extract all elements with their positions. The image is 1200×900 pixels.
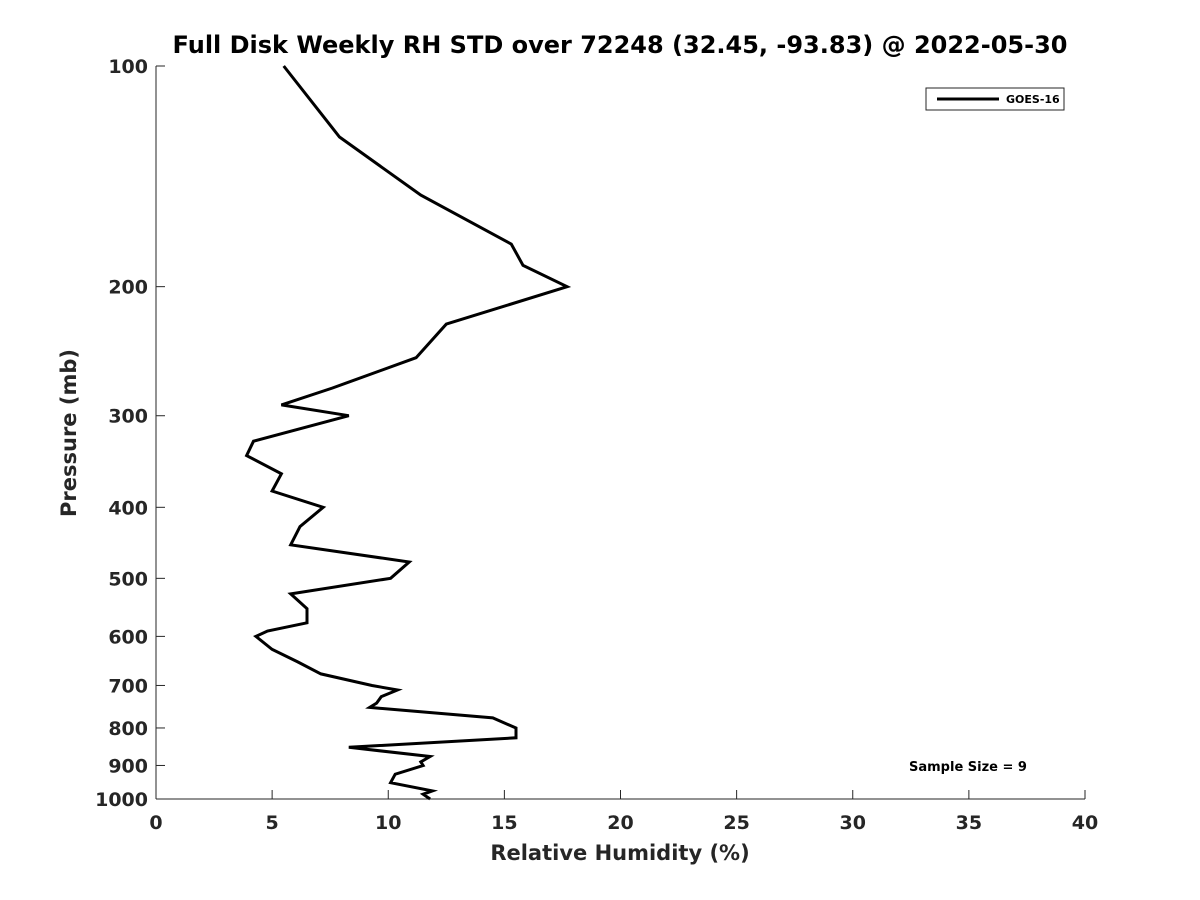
x-tick-label: 35 (956, 812, 982, 834)
legend-label-goes-16: GOES-16 (1006, 93, 1060, 106)
x-ticks: 0 5 10 15 20 25 30 35 40 (149, 790, 1098, 834)
y-tick-label: 300 (108, 406, 148, 428)
y-tick-label: 1000 (95, 789, 148, 811)
y-tick-label: 100 (108, 56, 148, 78)
series-line-goes-16 (244, 65, 572, 801)
x-tick-label: 30 (840, 812, 866, 834)
y-tick-label: 400 (108, 497, 148, 519)
y-tick-label: 200 (108, 277, 148, 299)
x-tick-label: 20 (607, 812, 633, 834)
y-tick-label: 800 (108, 718, 148, 740)
y-tick-label: 900 (108, 755, 148, 777)
x-tick-label: 0 (149, 812, 162, 834)
series-layer (244, 65, 572, 801)
x-axis-label: Relative Humidity (%) (490, 841, 749, 865)
axes (155, 66, 1085, 800)
y-ticks: 100 200 300 400 500 600 700 800 900 1000 (95, 56, 165, 811)
y-tick-label: 600 (108, 626, 148, 648)
x-tick-label: 15 (491, 812, 517, 834)
y-axis-label: Pressure (mb) (57, 349, 81, 517)
x-tick-label: 10 (375, 812, 401, 834)
x-tick-label: 25 (723, 812, 749, 834)
y-tick-label: 500 (108, 568, 148, 590)
legend: GOES-16 (925, 87, 1065, 111)
sample-size-annotation: Sample Size = 9 (909, 760, 1027, 775)
y-tick-label: 700 (108, 675, 148, 697)
x-tick-label: 40 (1072, 812, 1098, 834)
chart-title: Full Disk Weekly RH STD over 72248 (32.4… (173, 31, 1068, 59)
x-tick-label: 5 (266, 812, 279, 834)
